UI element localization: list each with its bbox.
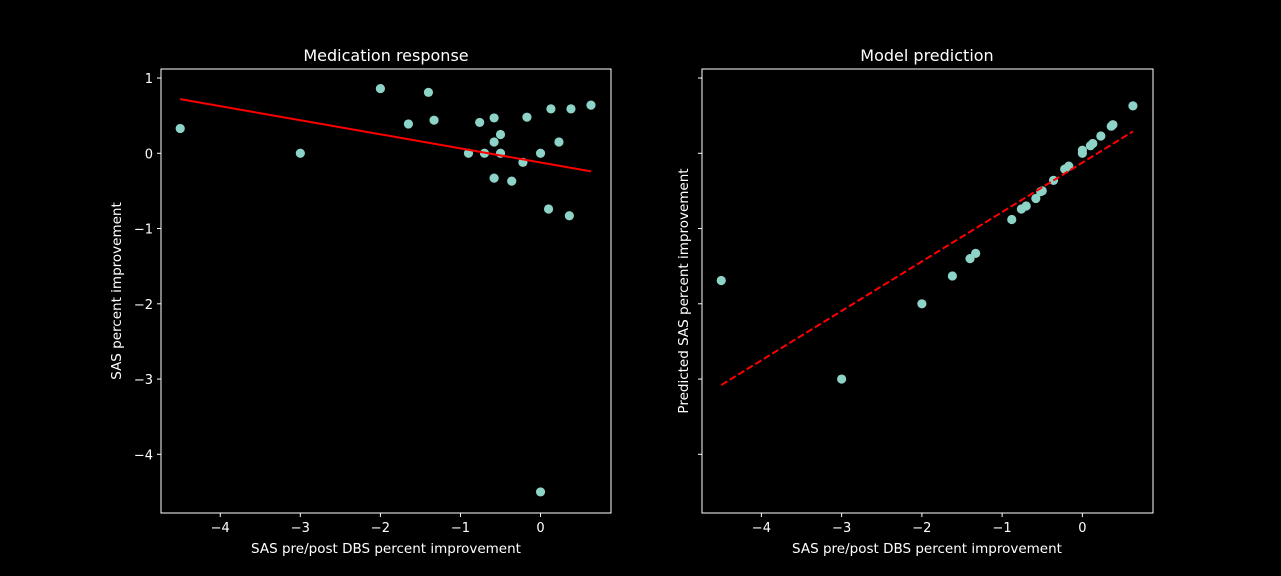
x-tick-label: −3 xyxy=(291,521,310,536)
y-axis-ticks xyxy=(698,77,702,455)
data-point xyxy=(403,119,414,129)
data-point xyxy=(495,129,506,140)
data-point xyxy=(429,115,439,125)
y-axis-label: SAS percent improvement xyxy=(109,202,125,380)
x-tick-label: 0 xyxy=(536,521,544,536)
data-point xyxy=(546,104,556,114)
plot-frame xyxy=(701,68,1154,514)
data-point xyxy=(489,173,499,183)
data-point xyxy=(535,148,546,158)
x-tick-label: −2 xyxy=(371,521,390,536)
x-tick-label: 0 xyxy=(1078,521,1086,536)
data-point xyxy=(1021,201,1031,211)
x-axis-ticks: −4 −3 −2 −1 0 xyxy=(211,513,545,536)
data-point xyxy=(475,117,485,128)
data-point xyxy=(175,123,185,134)
data-point xyxy=(1096,131,1106,141)
x-tick-label: −2 xyxy=(912,521,931,536)
fit-line xyxy=(180,98,592,173)
data-point xyxy=(837,374,847,384)
data-point xyxy=(543,204,554,214)
data-point xyxy=(564,211,574,221)
y-tick-label: 0 xyxy=(145,147,153,162)
data-point xyxy=(295,148,305,158)
chart-model-prediction: Model prediction SAS pre/post DBS percen… xyxy=(676,46,1154,557)
data-point xyxy=(1128,101,1138,111)
chart-title: Model prediction xyxy=(860,46,993,65)
data-point xyxy=(566,104,576,114)
y-tick-label: −1 xyxy=(134,223,153,238)
x-tick-label: −4 xyxy=(211,521,230,536)
data-point xyxy=(1088,138,1098,149)
x-tick-label: −3 xyxy=(832,521,851,536)
y-axis-label: Predicted SAS percent improvement xyxy=(676,168,692,413)
data-point xyxy=(947,271,957,281)
x-axis-label: SAS pre/post DBS percent improvement xyxy=(792,541,1062,557)
data-point xyxy=(586,100,596,110)
x-axis-label: SAS pre/post DBS percent improvement xyxy=(251,541,521,557)
data-point xyxy=(489,137,499,147)
data-point xyxy=(507,176,517,186)
y-tick-label: −4 xyxy=(134,448,153,463)
y-tick-label: −2 xyxy=(134,298,153,313)
data-point xyxy=(716,275,726,286)
data-point xyxy=(1064,161,1074,171)
data-point xyxy=(917,299,927,309)
data-point xyxy=(554,137,564,147)
y-tick-label: 1 xyxy=(145,72,153,87)
x-axis-ticks: −4 −3 −2 −1 0 xyxy=(752,513,1087,536)
data-point xyxy=(1007,214,1017,225)
data-point xyxy=(1077,145,1087,155)
x-tick-label: −4 xyxy=(752,521,771,536)
fit-line-group xyxy=(720,130,1134,386)
fit-line xyxy=(720,130,1134,386)
chart-title: Medication response xyxy=(303,46,468,65)
data-point xyxy=(423,87,434,97)
data-point xyxy=(1031,193,1041,204)
x-tick-label: −1 xyxy=(993,521,1012,536)
x-tick-label: −1 xyxy=(451,521,470,536)
y-axis-ticks: 1 0 −1 −2 −3 −4 xyxy=(134,72,161,463)
data-point xyxy=(1108,120,1118,130)
data-point xyxy=(489,113,499,123)
y-tick-label: −3 xyxy=(134,373,153,388)
data-point xyxy=(971,248,981,258)
data-point xyxy=(522,112,532,122)
chart-medication-response: Medication response SAS pre/post DBS per… xyxy=(109,46,612,557)
data-point xyxy=(535,487,546,497)
plot-frame xyxy=(160,68,612,514)
data-point xyxy=(375,83,385,94)
fit-line-group xyxy=(180,98,592,173)
scatter-points xyxy=(716,101,1138,384)
scatter-points xyxy=(175,83,596,497)
